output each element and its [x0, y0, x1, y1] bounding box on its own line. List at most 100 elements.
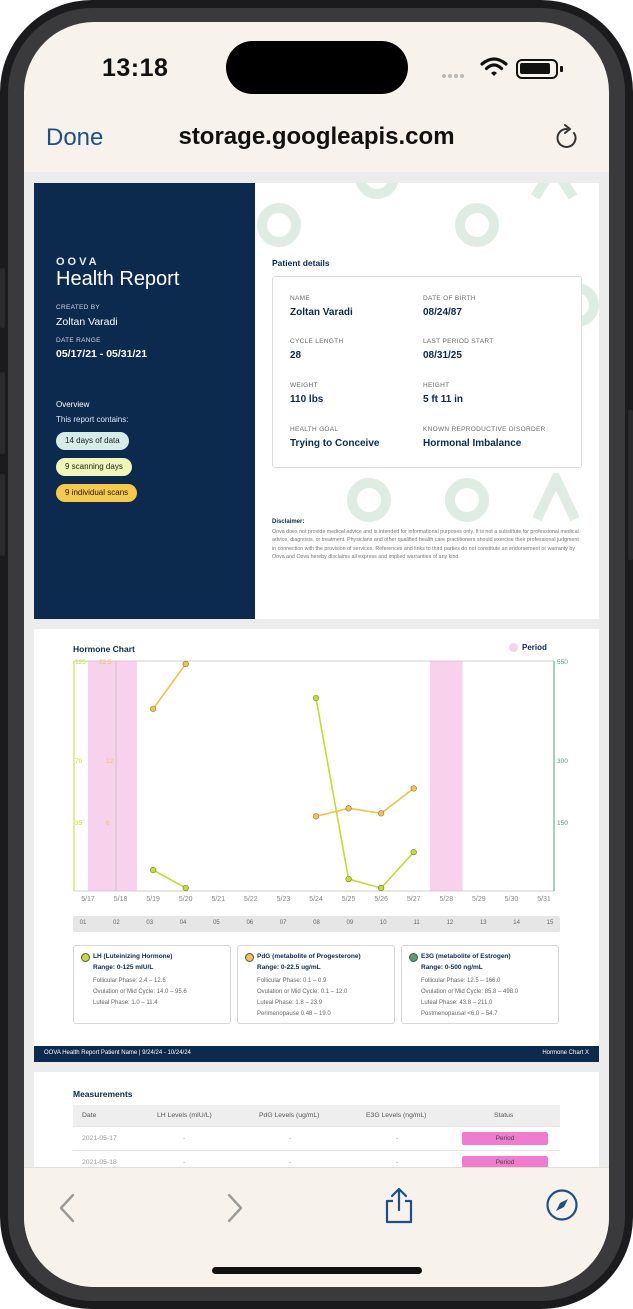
hormone-color-dot — [81, 953, 90, 962]
report-page-1: OOVA Health Report CREATED BY Zoltan Var… — [34, 183, 599, 619]
status-badge: Period — [462, 1132, 548, 1145]
cycle-day-label: 11 — [413, 920, 420, 926]
decorative-ring — [445, 478, 489, 522]
hormone-color-dot — [409, 953, 418, 962]
x-tick-label: 5/24 — [309, 896, 323, 903]
pdg-data-point — [410, 785, 417, 792]
cycle-day-label: 10 — [379, 920, 387, 926]
decorative-chevron — [533, 473, 579, 522]
period-band — [430, 661, 463, 891]
clock: 13:18 — [102, 54, 169, 82]
date-range-label: DATE RANGE — [56, 337, 101, 344]
hormone-phase-range: Follicular Phase: 2.4 – 12.6 — [93, 978, 166, 984]
cellular-signal-icon — [442, 65, 466, 83]
lh-data-point — [410, 849, 417, 856]
lh-tick-label: 70 — [75, 758, 83, 765]
forward-icon[interactable] — [226, 1193, 244, 1223]
cycle-day-label: 14 — [513, 920, 520, 926]
period-legend: Period — [509, 643, 547, 652]
cycle-day-label: 03 — [146, 920, 154, 926]
battery-icon — [516, 59, 563, 79]
hormone-card-range: Range: 0-125 mIU/L — [93, 964, 154, 971]
lh-tick-label: 125 — [75, 659, 86, 666]
cycle-day-label: 02 — [113, 920, 120, 926]
hormone-phase-range: Ovulation or Mid Cycle: 14.0 – 95.6 — [93, 989, 187, 995]
cell-lh: - — [183, 1159, 186, 1166]
lh-tick-label: 35 — [75, 820, 83, 827]
plot-frame — [73, 660, 555, 892]
last-period-value: 08/31/25 — [423, 350, 462, 361]
done-button[interactable]: Done — [46, 124, 104, 151]
overview-label: Overview — [56, 400, 90, 409]
power-button — [628, 410, 633, 560]
cycle-day-label: 07 — [279, 920, 287, 926]
cycle-day-label: 06 — [246, 920, 254, 926]
pdg-data-point — [378, 810, 385, 817]
x-tick-label: 5/23 — [277, 896, 291, 903]
hormone-phase-range: Follicular Phase: 0.1 – 0.9 — [257, 978, 327, 984]
disclaimer-title: Disclaimer: — [272, 519, 305, 525]
created-by-value: Zoltan Varadi — [56, 316, 118, 328]
hormone-info-card: E3G (metabolite of Estrogen) Range: 0-500… — [401, 945, 559, 1024]
back-icon[interactable] — [58, 1193, 76, 1223]
hormone-chart: 125 70 35 22.5 12 6 550 300 150 5/17 5/18 5/19 5/20 5… — [73, 659, 568, 903]
pdg-data-point — [312, 813, 320, 820]
web-content[interactable]: OOVA Health Report CREATED BY Zoltan Var… — [24, 172, 609, 1172]
height-value: 5 ft 11 in — [423, 394, 464, 405]
measurements-table: Date LH Levels (mIU/L) PdG Levels (ug/mL… — [73, 1105, 560, 1172]
period-legend-label: Period — [522, 643, 547, 652]
cell-e3g: - — [396, 1135, 399, 1142]
footer-left-text: OOVA Health Report Patient Name | 9/24/2… — [44, 1050, 191, 1056]
wifi-icon — [480, 57, 508, 76]
pill-scanning-days: 9 scanning days — [56, 458, 132, 476]
dob-label: DATE OF BIRTH — [423, 295, 476, 302]
pdg-series-line — [152, 663, 187, 710]
x-tick-label: 5/29 — [472, 896, 486, 903]
hormone-color-dot — [245, 953, 254, 962]
cell-e3g: - — [396, 1159, 399, 1166]
x-tick-label: 5/31 — [537, 896, 551, 903]
pdg-data-point — [182, 660, 189, 668]
e3g-tick-label: 150 — [557, 820, 568, 827]
name-value: Zoltan Varadi — [290, 307, 353, 318]
hormone-card-title: LH (Luteinizing Hormone) — [93, 953, 173, 960]
header-e3g: E3G Levels (ng/mL) — [366, 1112, 427, 1119]
hormone-phase-range: Postmenopausal <6.0 – 54.7 — [421, 1011, 498, 1017]
compass-safari-icon[interactable] — [545, 1188, 579, 1222]
cycle-length-value: 28 — [290, 350, 302, 361]
lh-series-line — [315, 697, 415, 889]
last-period-label: LAST PERIOD START — [423, 338, 494, 345]
cycle-day-label: 13 — [479, 920, 487, 926]
contains-label: This report contains: — [56, 415, 129, 424]
cycle-day-label: 12 — [446, 920, 454, 926]
dynamic-island — [226, 41, 408, 94]
screen: 13:18 Done storage.googleapis.com OOVA — [24, 22, 609, 1287]
period-legend-swatch — [509, 643, 518, 652]
x-tick-label: 5/19 — [146, 896, 160, 903]
date-range-value: 05/17/21 - 05/31/21 — [56, 348, 148, 360]
created-by-label: CREATED BY — [56, 304, 101, 311]
home-indicator[interactable] — [212, 1267, 422, 1274]
reload-icon[interactable] — [554, 123, 580, 151]
period-band — [88, 661, 137, 891]
lh-data-point — [345, 875, 352, 883]
cycle-day-label: 15 — [546, 920, 554, 926]
share-icon[interactable] — [384, 1186, 414, 1224]
lh-data-point — [150, 866, 157, 874]
decorative-chevron — [531, 183, 577, 200]
disorder-value: Hormonal Imbalance — [423, 438, 522, 449]
cycle-day-label: 01 — [79, 920, 87, 926]
status-bar: 13:18 — [24, 22, 609, 122]
pill-days-of-data: 14 days of data — [56, 432, 129, 450]
dob-value: 08/24/87 — [423, 307, 462, 318]
cycle-day-label: 08 — [313, 920, 320, 926]
report-page-measurements: Measurements Date LH Levels (mIU/L) PdG … — [34, 1072, 599, 1172]
hormone-card-range: Range: 0-500 ng/mL — [421, 964, 483, 971]
decorative-ring — [257, 203, 301, 247]
hormone-phase-range: Ovulation or Mid Cycle: 85.8 – 498.0 — [421, 989, 519, 995]
hormone-info-card: PdG (metabolite of Progesterone) Range: 0… — [237, 945, 395, 1024]
pdg-series-line — [315, 787, 415, 818]
patient-details-card: NAME Zoltan Varadi DATE OF BIRTH 08/24/8… — [272, 276, 582, 468]
lh-series-line — [152, 869, 187, 889]
